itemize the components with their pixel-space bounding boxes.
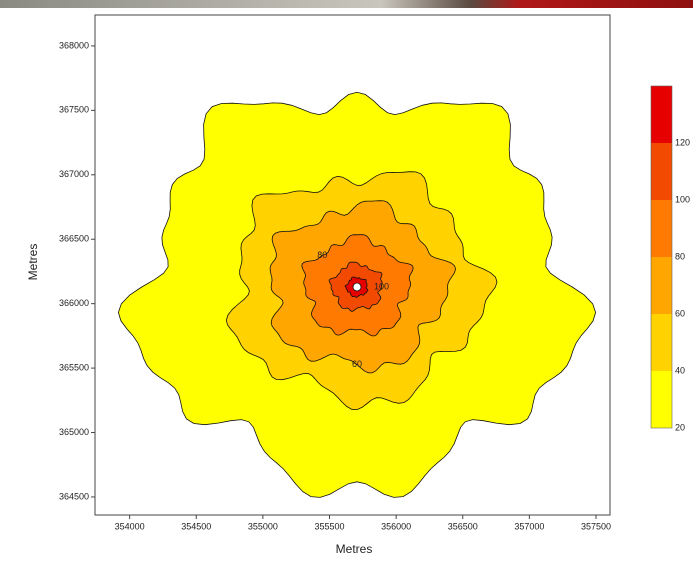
y-tick-label: 365000 [59,427,89,437]
y-axis-title: Metres [26,244,40,281]
x-tick-label: 356000 [381,521,411,531]
peak [353,283,361,291]
colorbar-segment [651,371,672,428]
colorbar-segment [651,314,672,371]
colorbar-segment [651,86,672,143]
colorbar-label: 100 [675,194,690,204]
x-tick-label: 354500 [181,521,211,531]
x-tick-label: 355500 [314,521,344,531]
x-tick-label: 354000 [115,521,145,531]
y-tick-label: 365500 [59,362,89,372]
y-tick-label: 367500 [59,105,89,115]
y-tick-label: 367000 [59,169,89,179]
contour-label: 80 [317,250,327,260]
colorbar-label: 60 [675,308,685,318]
chart: 60 80 100 Metres Metres 354000 354500 355000… [0,0,693,563]
y-tick-label: 364500 [59,491,89,501]
x-tick-label: 356500 [448,521,478,531]
x-tick-label: 357000 [514,521,544,531]
colorbar-segment [651,257,672,314]
colorbar-label: 40 [675,365,685,375]
contour-label: 100 [374,281,389,291]
x-tick-label: 355000 [248,521,278,531]
colorbar-label: 120 [675,137,690,147]
contour-label: 60 [352,359,362,369]
colorbar-segment [651,143,672,200]
y-tick-label: 368000 [59,40,89,50]
y-tick-label: 366000 [59,298,89,308]
x-axis-title: Metres [336,542,373,556]
x-tick-label: 357500 [581,521,611,531]
colorbar-label: 80 [675,251,685,261]
colorbar-segment [651,200,672,257]
y-tick-label: 366500 [59,234,89,244]
photo-strip [0,0,693,8]
colorbar-label: 20 [675,422,685,432]
